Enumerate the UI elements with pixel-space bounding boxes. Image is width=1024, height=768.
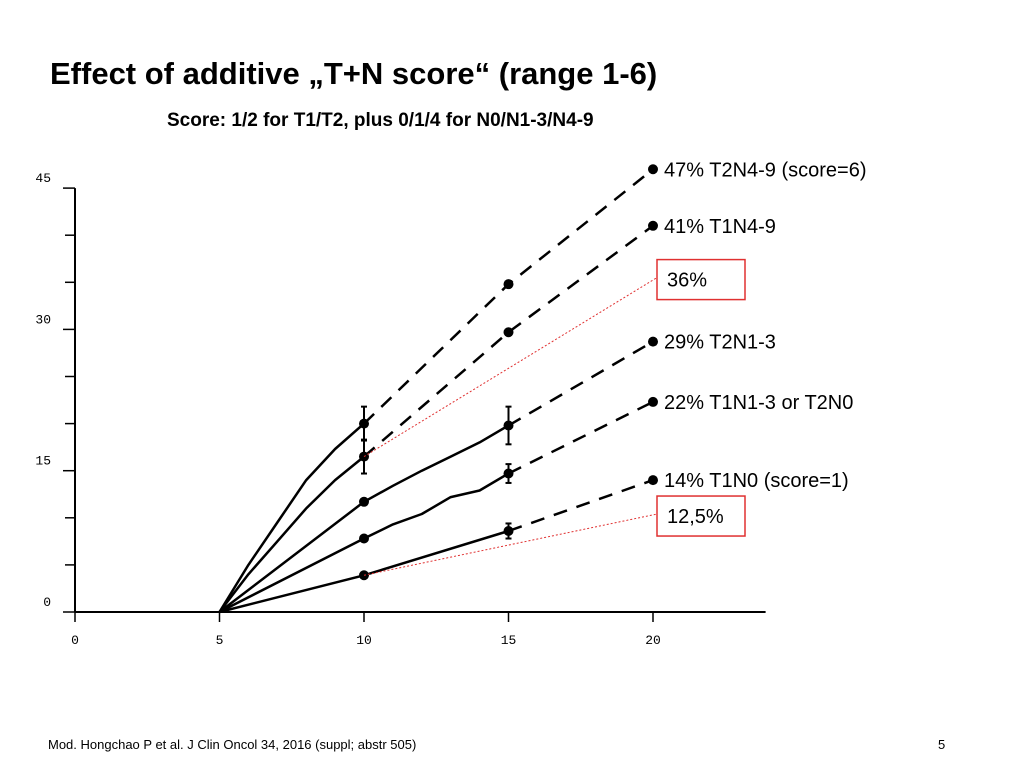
y-tick-label: 45 — [35, 171, 51, 186]
highlight-box — [656, 495, 746, 537]
data-point — [503, 420, 514, 431]
series-solid-line — [218, 422, 365, 613]
data-point — [359, 496, 369, 507]
highlight-label: 36% — [667, 270, 707, 292]
line-chart: 0 15 30 45 0 5 10 15 20 47% T2N4-9 (score=6) 41% … — [35, 159, 867, 648]
plot-area — [218, 164, 658, 614]
x-tick-label: 0 — [71, 633, 79, 648]
series-dashed-line — [508, 478, 654, 533]
series-dashed-line — [507, 340, 654, 427]
series-end-label: 29% T2N1-3 — [664, 332, 776, 354]
series-end-label: 14% T1N0 (score=1) — [664, 470, 849, 492]
chart-annotations: 47% T2N4-9 (score=6) 41% T1N4-9 29% T2N1-3… — [363, 159, 867, 576]
chart-axes: 0 15 30 45 0 5 10 15 20 — [35, 171, 766, 648]
x-tick-label: 5 — [216, 633, 224, 648]
data-point — [648, 336, 658, 347]
x-tick-label: 10 — [356, 633, 372, 648]
series-end-label: 47% T2N4-9 (score=6) — [664, 159, 867, 181]
y-tick-label: 15 — [35, 454, 51, 469]
series-end-label: 22% T1N1-3 or T2N0 — [664, 392, 853, 414]
y-tick-label: 0 — [43, 595, 51, 610]
data-point — [503, 525, 514, 536]
x-tick-label: 15 — [501, 633, 517, 648]
data-point — [359, 418, 369, 429]
series-dashed-line — [363, 168, 654, 425]
data-point — [648, 164, 658, 175]
highlight-dotted-line — [363, 277, 658, 457]
data-point — [648, 475, 658, 486]
chart-subtitle: Score: 1/2 for T1/T2, plus 0/1/4 for N0/… — [167, 110, 594, 131]
data-point — [648, 396, 658, 407]
data-point — [503, 279, 514, 290]
series-dashed-line — [507, 400, 654, 475]
data-point — [648, 220, 658, 231]
x-tick-label: 20 — [645, 633, 661, 648]
highlight-box — [656, 258, 746, 301]
data-point — [503, 327, 514, 338]
chart-title: Effect of additive „T+N score“ (range 1-… — [50, 56, 658, 91]
highlight-dotted-line — [363, 513, 658, 576]
page-number: 5 — [938, 737, 946, 752]
series-solid-line — [218, 455, 365, 613]
highlight-label: 12,5% — [667, 506, 724, 528]
footer-reference: Mod. Hongchao P et al. J Clin Oncol 34, … — [48, 737, 417, 752]
data-point — [503, 468, 514, 479]
data-point — [359, 533, 369, 544]
y-tick-label: 30 — [35, 312, 51, 327]
series-end-label: 41% T1N4-9 — [664, 216, 776, 238]
